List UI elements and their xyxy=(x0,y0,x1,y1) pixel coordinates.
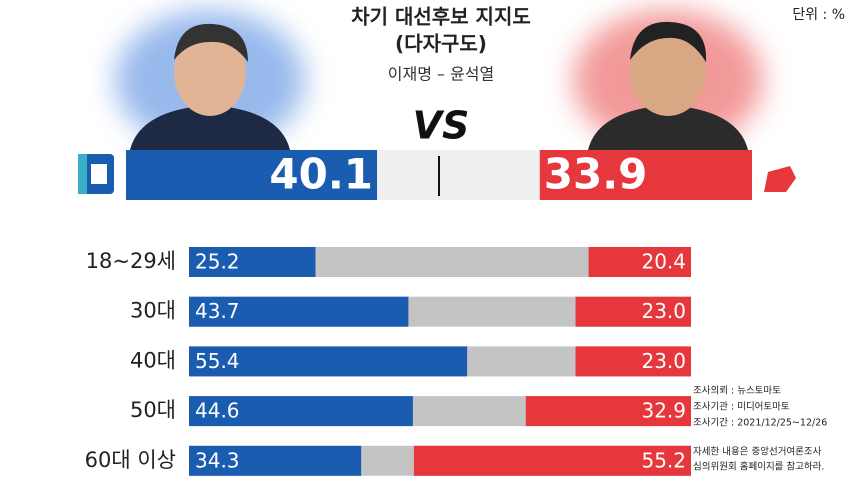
left-party-logo xyxy=(78,154,114,194)
value-label: 44.6 xyxy=(195,399,240,423)
value-label: 23.0 xyxy=(641,349,686,373)
value-label: 23.0 xyxy=(641,299,686,323)
value-label: 40.1 xyxy=(269,150,373,199)
note: 자세한 내용은 중앙선거여론조사 xyxy=(693,446,822,458)
bar xyxy=(539,150,752,200)
bar xyxy=(189,247,316,277)
note: 심의위원회 홈페이지를 참고하라. xyxy=(693,461,824,473)
subtitle: (다자구도) xyxy=(395,32,487,56)
right-portrait xyxy=(573,10,763,150)
value-label: 34.3 xyxy=(195,448,240,472)
versus: VS xyxy=(413,104,470,148)
unit: 단위 : % xyxy=(792,7,845,23)
note: 조사기관 : 미디어토마토 xyxy=(693,402,790,413)
note: 조사기간 : 2021/12/25~12/26 xyxy=(693,418,827,429)
value-label: 43.7 xyxy=(195,299,240,323)
right-party-logo xyxy=(764,166,796,192)
value-label: 33.9 xyxy=(544,150,648,199)
category-label: 60대 이상 xyxy=(85,448,176,472)
candidates: 이재명 – 윤석열 xyxy=(388,65,495,84)
bar xyxy=(575,346,691,377)
bar xyxy=(189,296,409,327)
category-label: 50대 xyxy=(130,398,176,422)
bar xyxy=(189,396,413,427)
bar xyxy=(575,296,691,327)
left-portrait xyxy=(115,10,305,150)
bar xyxy=(525,396,691,427)
bar xyxy=(413,445,691,476)
title: 차기 대선후보 지지도 xyxy=(351,5,531,29)
value-label: 25.2 xyxy=(195,250,240,274)
note: 조사의뢰 : 뉴스토마토 xyxy=(693,386,781,397)
category-label: 18~29세 xyxy=(86,249,176,273)
value-label: 32.9 xyxy=(641,399,686,423)
category-label: 30대 xyxy=(130,299,176,323)
bar xyxy=(189,346,468,377)
bar xyxy=(189,445,362,476)
bar xyxy=(588,247,691,277)
category-label: 40대 xyxy=(130,348,176,372)
bar xyxy=(126,150,378,200)
value-label: 20.4 xyxy=(641,250,686,274)
value-label: 55.4 xyxy=(195,349,240,373)
value-label: 55.2 xyxy=(641,448,686,472)
